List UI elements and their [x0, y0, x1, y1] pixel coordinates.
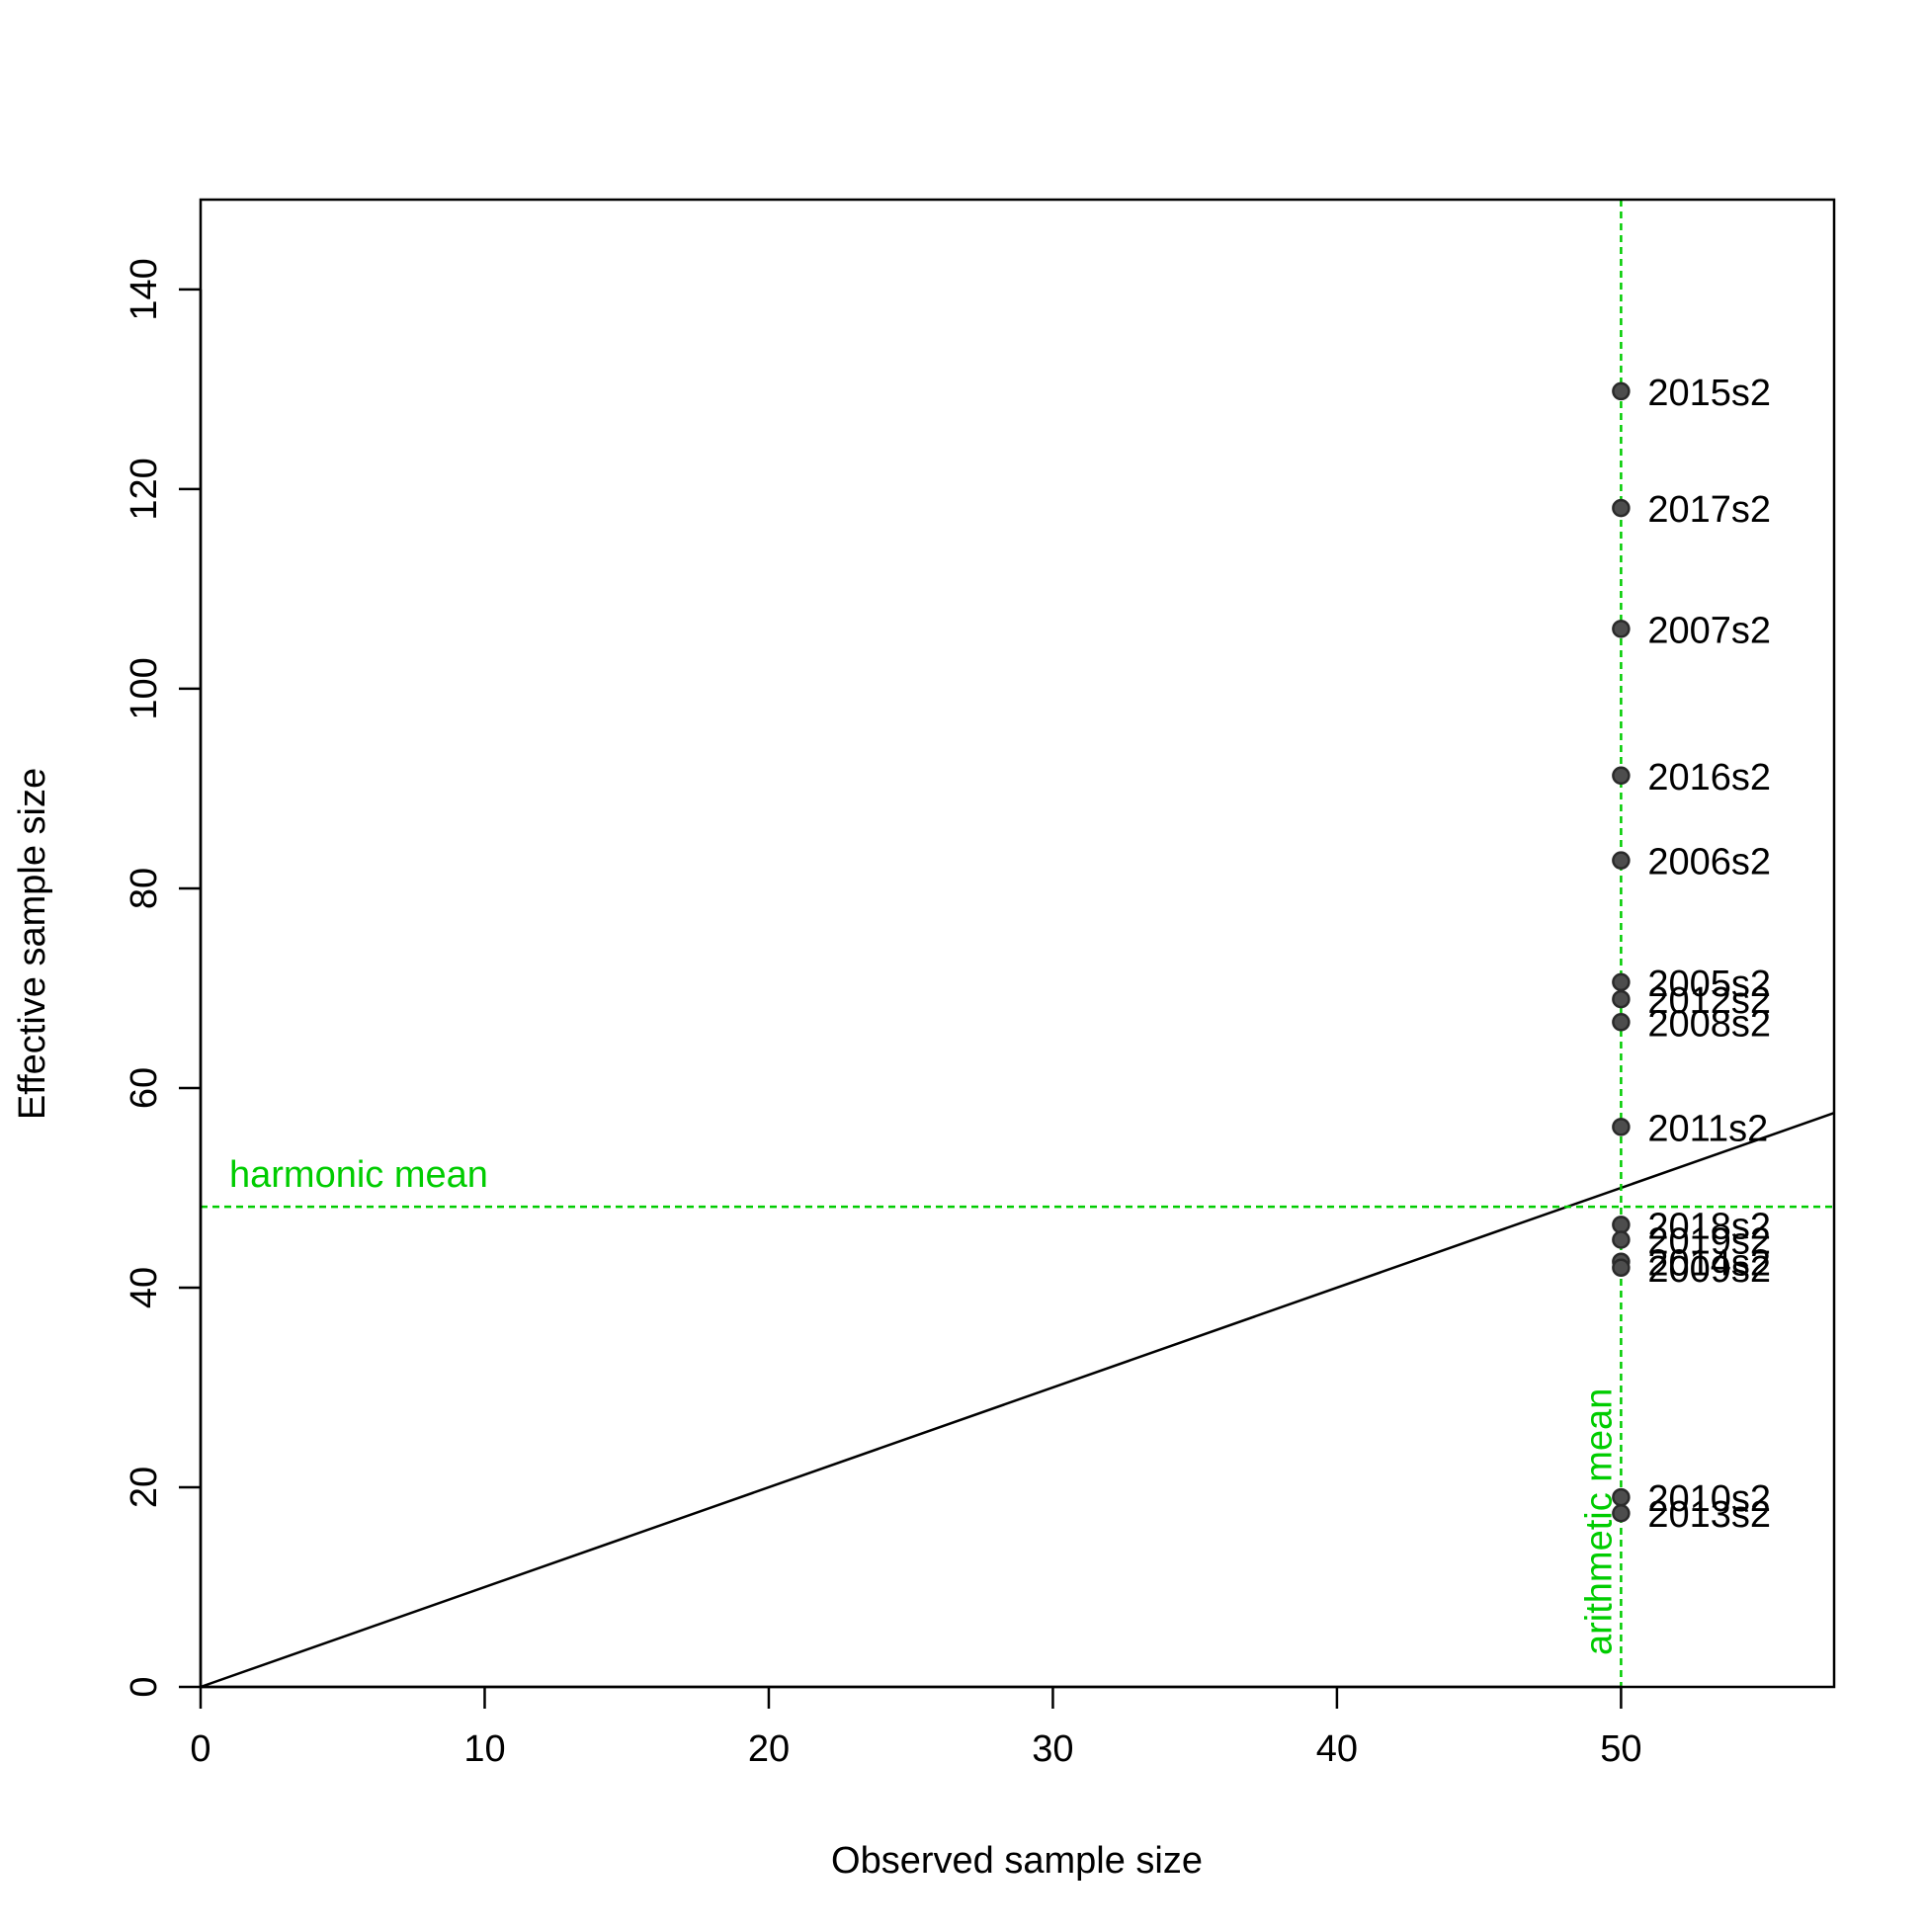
data-point: [1612, 1230, 1631, 1249]
plot-frame: [199, 198, 1836, 1689]
point-label: 2014s2: [1647, 1243, 1771, 1285]
y-tick-label: 100: [124, 657, 165, 719]
x-tick-label: 20: [748, 1728, 790, 1770]
y-axis-title: Effective sample size: [12, 768, 53, 1120]
data-point: [1612, 1258, 1631, 1278]
identity-line: [200, 1112, 1835, 1689]
point-label: 2007s2: [1647, 610, 1771, 651]
point-label: 2015s2: [1647, 373, 1771, 414]
data-point: [1612, 498, 1631, 518]
data-point: [1612, 989, 1631, 1009]
data-point: [1612, 1503, 1631, 1523]
y-tick-label: 40: [124, 1267, 165, 1308]
y-tick-label: 140: [124, 258, 165, 320]
point-label: 2011s2: [1647, 1108, 1768, 1149]
x-tick-label: 30: [1032, 1728, 1073, 1770]
point-label: 2010s2: [1647, 1478, 1771, 1520]
point-label: 2009s2: [1647, 1249, 1771, 1291]
point-label: 2008s2: [1647, 1003, 1771, 1045]
point-label: 2006s2: [1647, 842, 1771, 883]
data-point: [1612, 1013, 1631, 1032]
x-tick-label: 10: [463, 1728, 505, 1770]
data-point: [1612, 620, 1631, 638]
y-tick-label: 80: [124, 868, 165, 909]
harmonic-mean-label: harmonic mean: [229, 1154, 488, 1196]
y-tick-label: 120: [124, 458, 165, 520]
data-point: [1612, 381, 1631, 401]
point-label: 2012s2: [1647, 980, 1771, 1022]
data-point: [1612, 1118, 1631, 1136]
data-point: [1612, 1216, 1631, 1234]
data-point: [1612, 972, 1631, 992]
point-label: 2018s2: [1647, 1206, 1771, 1247]
point-label: 2013s2: [1647, 1494, 1771, 1536]
arithmetic-mean-label: arithmetic mean: [1578, 1388, 1620, 1655]
y-tick-label: 20: [124, 1467, 165, 1508]
data-point: [1612, 851, 1631, 870]
data-point: [1612, 766, 1631, 786]
point-label: 2017s2: [1647, 489, 1771, 531]
y-tick-label: 60: [124, 1067, 165, 1109]
y-tick-label: 0: [124, 1676, 165, 1697]
point-label: 2016s2: [1647, 757, 1771, 798]
x-tick-label: 50: [1600, 1728, 1641, 1770]
x-tick-label: 0: [190, 1728, 210, 1770]
x-axis-title: Observed sample size: [831, 1840, 1203, 1882]
point-label: 2005s2: [1647, 964, 1771, 1005]
point-label: 2019s2: [1647, 1220, 1771, 1262]
x-tick-label: 40: [1316, 1728, 1358, 1770]
